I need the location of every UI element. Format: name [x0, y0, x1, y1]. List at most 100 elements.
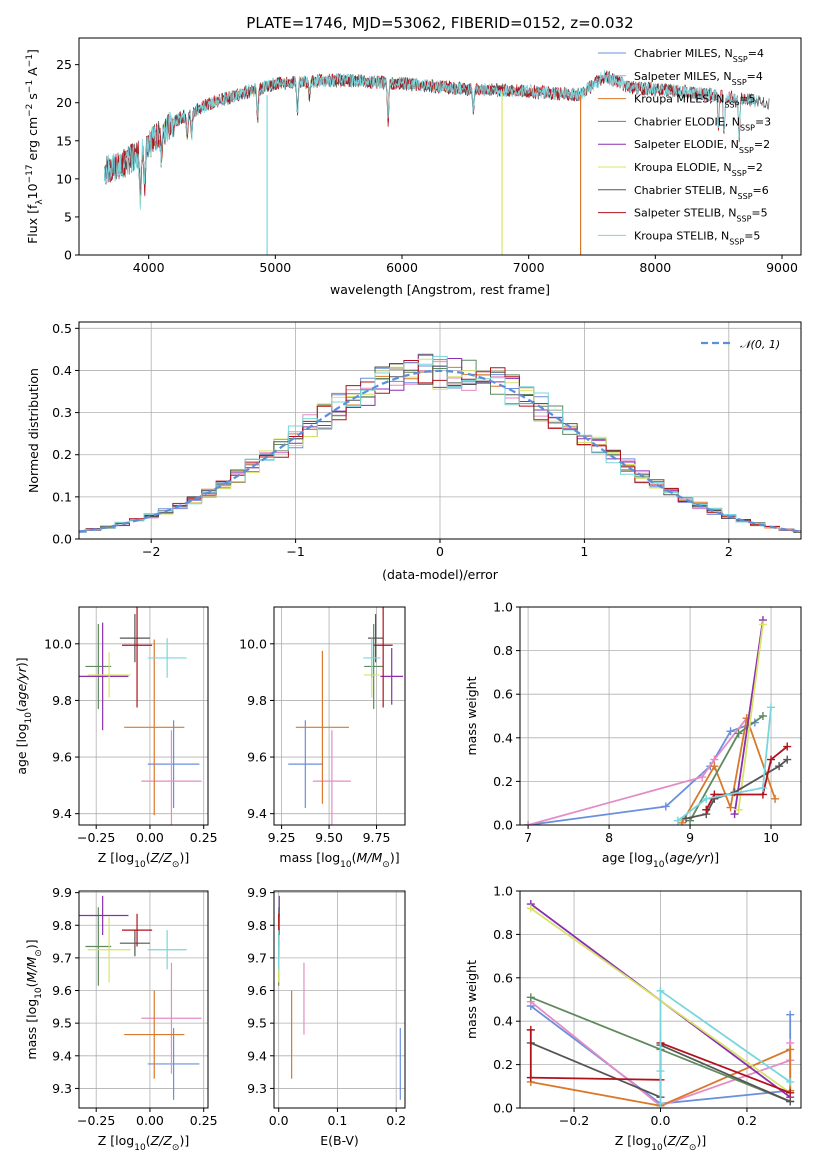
spectrum-line-kroupa-stelib: [103, 69, 757, 210]
x-axis-label-part: 10: [134, 860, 146, 870]
x-axis-label-part: E(B-V): [320, 1133, 359, 1148]
y-axis-label: Normed distribution: [26, 368, 41, 493]
y-tick-label: 0.0: [52, 532, 72, 547]
x-axis-label-part: 10: [340, 860, 352, 870]
y-tick-label: 0.1: [52, 489, 72, 504]
figure-title: PLATE=1746, MJD=53062, FIBERID=0152, z=0…: [246, 14, 633, 32]
y-tick-label: 0.6: [493, 687, 513, 702]
x-axis-label-part: Z [log: [98, 850, 134, 865]
x-tick-label: 6000: [386, 260, 418, 275]
x-tick-label: −1: [286, 544, 304, 559]
plot-area: [79, 895, 202, 1100]
legend-entry: Chabrier STELIB, NSSP=6: [634, 184, 769, 201]
y-tick-label: 9.4: [52, 1048, 72, 1063]
x-axis-label-part: age/yr: [669, 850, 710, 865]
marker-chabrier-elodie: [734, 729, 743, 738]
plot-area: [103, 69, 770, 255]
marker-kroupa-stelib: [656, 986, 665, 995]
x-axis-label-part: (: [146, 850, 151, 865]
x-tick-label: 5000: [259, 260, 291, 275]
x-tick-label: 0.0: [269, 1113, 289, 1128]
y-axis-label-part: Flux [f: [25, 204, 40, 244]
x-axis-label-part: ⊙: [172, 860, 180, 870]
y-tick-label: 9.8: [52, 918, 72, 933]
marker-salpeter-miles: [524, 821, 533, 825]
y-axis-label-part: age [log: [14, 723, 29, 774]
x-axis-label-part: Z/Z: [150, 850, 173, 865]
legend-text: Chabrier MILES, N: [634, 47, 733, 60]
y-axis-label-part: )]: [14, 657, 29, 667]
y-axis-label-part: −17: [25, 164, 35, 183]
legend-sub: SSP: [740, 123, 755, 132]
y-axis-label-part: −1: [25, 54, 35, 67]
y-axis-label-part: mass [log: [24, 999, 39, 1060]
x-axis-label-part: 10: [651, 1143, 663, 1153]
plot-area: [79, 353, 801, 533]
y-tick-label: 9.3: [52, 1081, 72, 1096]
x-tick-label: 9000: [766, 260, 798, 275]
legend-text: =2: [747, 161, 763, 174]
x-axis-label-part: )]: [709, 850, 719, 865]
marker-chabrier-miles: [661, 802, 670, 811]
panel-age-vs-Z: −0.25 0.00 0.259.49.69.810.0Z [log10(Z/Z⊙)…: [14, 606, 218, 870]
legend-entry: Kroupa MILES, NSSP=5: [634, 93, 756, 110]
legend-sub: SSP: [732, 169, 747, 178]
plots-layer: 4000 5000 6000 7000 8000 90000510152025wavele…: [14, 37, 802, 1153]
marker-chabrier-miles: [786, 1010, 795, 1019]
y-tick-label: 0.4: [52, 363, 72, 378]
legend-text: =4: [748, 47, 764, 60]
marker-chabrier-stelib: [775, 762, 784, 771]
y-tick-label: 9.8: [247, 693, 267, 708]
x-axis-label: Z [log10(Z/Z⊙)]: [98, 850, 189, 870]
y-tick-label: 0: [64, 248, 72, 263]
y-axis-label-part: )]: [24, 939, 39, 949]
x-axis-label-part: Z [log: [98, 1133, 134, 1148]
y-axis-label-part: 10: [25, 183, 40, 199]
marker-kroupa-stelib: [702, 794, 711, 803]
y-tick-label: 9.4: [52, 806, 72, 821]
plot-area: [288, 607, 404, 825]
x-axis-label: age [log10(age/yr)]: [602, 850, 719, 870]
x-axis-label-part: (: [352, 850, 357, 865]
x-axis-label-part: M/M: [357, 850, 383, 865]
histogram-salpeter-elodie: [79, 354, 801, 533]
marker-kroupa-miles: [726, 803, 735, 812]
x-axis-label-part: )]: [390, 850, 400, 865]
x-axis-label-part: age [log: [602, 850, 653, 865]
axes-frame: [78, 890, 209, 1109]
legend-entry: Salpeter STELIB, NSSP=5: [634, 207, 768, 224]
panel-age-vs-mass: 9.25 9.50 9.75 9.4 9.6 9.8 10.0 mass [log10(M/M…: [239, 606, 406, 870]
x-tick-label: 9: [686, 830, 694, 845]
x-tick-label: 9.25: [268, 830, 296, 845]
legend-entry: Salpeter ELODIE, NSSP=2: [634, 138, 770, 155]
y-tick-label: 10.0: [239, 636, 267, 651]
legend-entry: Kroupa ELODIE, NSSP=2: [634, 161, 763, 178]
marker-salpeter-stelib: [526, 1073, 535, 1082]
x-axis-label-part: (: [664, 850, 669, 865]
marker-salpeter-stelib: [783, 742, 792, 751]
legend-sub: SSP: [732, 77, 747, 86]
legend-text: Salpeter ELODIE, N: [634, 138, 739, 151]
x-axis-label-part: )]: [179, 1133, 189, 1148]
x-axis-label-part: mass [log: [279, 850, 340, 865]
line-kroupa-miles: [530, 1048, 792, 1107]
marker-kroupa-stelib: [673, 816, 682, 825]
y-tick-label: 10.0: [44, 636, 72, 651]
y-tick-label: 9.9: [52, 885, 72, 900]
x-axis-label-part: 10: [134, 1143, 146, 1153]
x-tick-label: 0.25: [190, 830, 218, 845]
y-tick-label: 9.4: [247, 1048, 267, 1063]
marker-salpeter-stelib: [786, 1088, 795, 1097]
marker-kroupa-elodie: [758, 620, 767, 629]
x-tick-label: 4000: [133, 260, 165, 275]
legend-sub: SSP: [738, 191, 753, 200]
y-tick-label: 5: [64, 209, 72, 224]
marker-chabrier-stelib: [783, 755, 792, 764]
y-axis-label-part: 10: [24, 712, 34, 724]
legend-text: Salpeter STELIB, N: [634, 207, 736, 220]
y-tick-label: 9.8: [52, 693, 72, 708]
x-axis-label: wavelength [Angstrom, rest frame]: [330, 282, 550, 297]
y-axis-label-part: λ: [35, 199, 45, 205]
x-axis-label-part: ⊙: [172, 1143, 180, 1153]
